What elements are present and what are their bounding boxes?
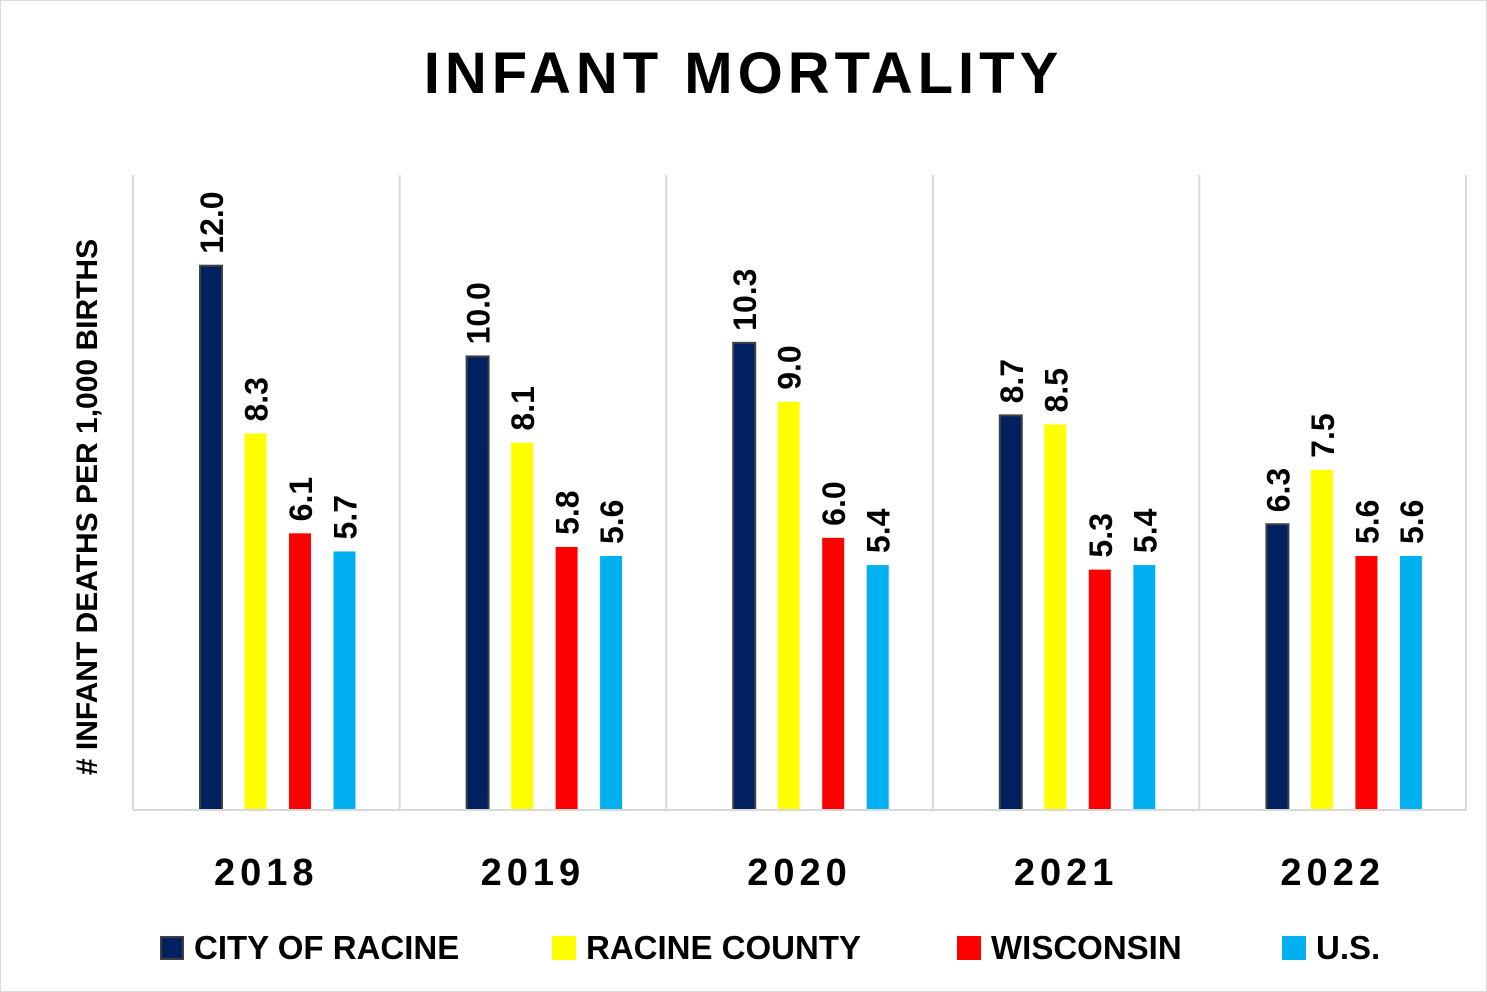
legend-swatch — [957, 936, 981, 960]
data-label: 10.3 — [727, 269, 763, 331]
data-label: 7.5 — [1305, 413, 1341, 457]
bar — [1399, 556, 1422, 810]
bar — [1088, 569, 1111, 810]
data-label: 6.0 — [816, 481, 852, 525]
data-label: 5.4 — [861, 508, 897, 553]
bar — [600, 556, 623, 810]
bar — [333, 551, 356, 810]
x-tick-label: 2018 — [214, 852, 319, 894]
legend-label: CITY OF RACINE — [194, 929, 460, 966]
x-tick-label: 2019 — [481, 852, 586, 894]
bar — [289, 533, 311, 810]
legend-swatch — [160, 936, 184, 960]
bar — [777, 401, 800, 810]
bar — [732, 341, 757, 811]
data-labels: 12.0 10.0 10.3 8.7 6.3 8.3 8.1 9.0 8.5 7.5 6.1 5.8 6… — [194, 191, 1430, 557]
bar — [866, 565, 889, 810]
bar — [465, 355, 490, 811]
bar — [1133, 565, 1156, 810]
legend-item: WISCONSIN — [957, 928, 1182, 968]
legend: CITY OF RACINE RACINE COUNTY WISCONSIN U.S. — [0, 928, 1487, 968]
legend-item: U.S. — [1282, 928, 1380, 968]
data-label: 8.3 — [239, 377, 275, 421]
x-tick-label: 2020 — [747, 852, 852, 894]
bar — [1044, 424, 1067, 810]
data-label: 5.6 — [1394, 500, 1430, 544]
x-axis: 2018 2019 2020 2021 2022 — [133, 809, 1466, 894]
bars — [199, 264, 1422, 811]
legend-label: U.S. — [1316, 929, 1381, 966]
data-label: 9.0 — [772, 345, 808, 389]
data-label: 5.3 — [1083, 513, 1119, 557]
chart-title: INFANT MORTALITY — [423, 41, 1064, 106]
bar — [511, 442, 534, 810]
bar — [1310, 469, 1333, 810]
data-label: 8.5 — [1038, 368, 1074, 412]
data-label: 12.0 — [194, 191, 230, 253]
bar — [244, 433, 267, 810]
legend-label: WISCONSIN — [991, 929, 1182, 966]
data-label: 8.1 — [505, 386, 541, 430]
data-label: 5.6 — [1349, 500, 1385, 544]
data-label: 10.0 — [461, 282, 497, 344]
legend-swatch — [1282, 936, 1306, 960]
gridlines — [132, 175, 1467, 810]
legend-label: RACINE COUNTY — [586, 929, 862, 966]
data-label: 6.1 — [283, 477, 319, 521]
data-label: 5.8 — [550, 490, 586, 534]
bar — [822, 537, 845, 810]
data-label: 5.7 — [328, 495, 364, 539]
data-label: 5.4 — [1127, 508, 1163, 553]
legend-item: CITY OF RACINE — [160, 928, 459, 968]
bar — [1355, 556, 1378, 810]
bar — [555, 546, 578, 810]
y-axis-title: # INFANT DEATHS PER 1,000 BIRTHS — [71, 239, 104, 775]
bar — [1265, 523, 1290, 811]
data-label: 5.6 — [594, 500, 630, 544]
bar — [998, 414, 1023, 811]
x-tick-label: 2022 — [1280, 852, 1385, 894]
legend-item: RACINE COUNTY — [552, 928, 861, 968]
legend-swatch — [552, 936, 576, 960]
bar — [199, 264, 223, 811]
data-label: 6.3 — [1260, 468, 1296, 512]
x-tick-label: 2021 — [1014, 852, 1119, 894]
data-label: 8.7 — [994, 359, 1030, 403]
